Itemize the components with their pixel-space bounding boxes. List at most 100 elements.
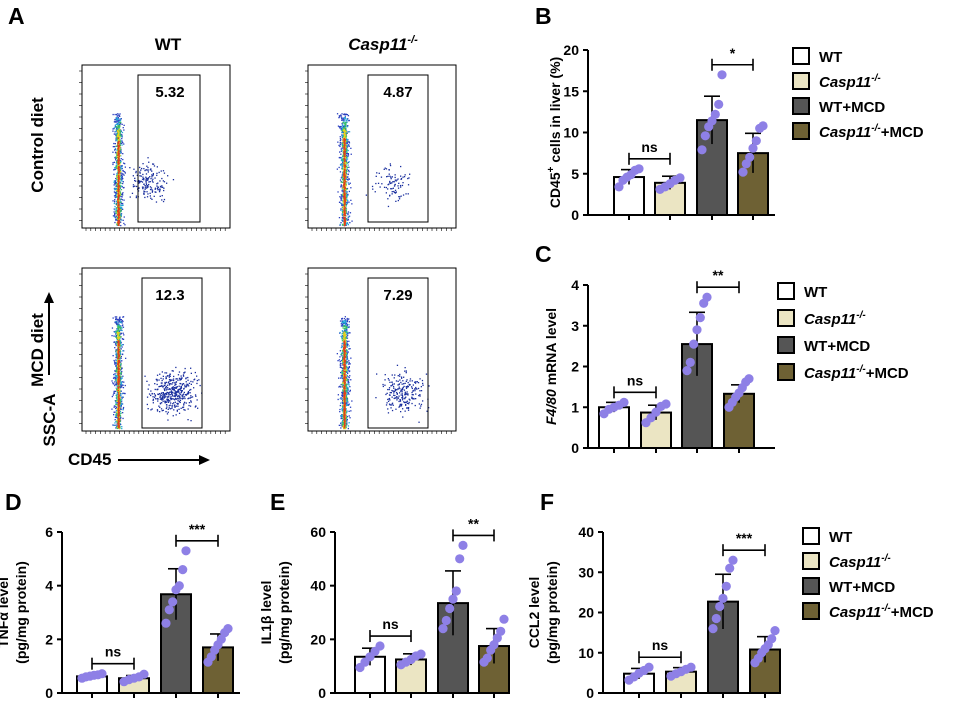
flow-event-dot — [190, 388, 192, 391]
flow-event-dot — [115, 166, 117, 168]
flow-event-dot — [117, 150, 119, 152]
flow-event-dot — [112, 377, 115, 379]
flow-event-dot — [397, 380, 399, 382]
flow-event-dot — [346, 153, 349, 155]
flow-event-dot — [114, 362, 116, 364]
flow-event-dot — [118, 321, 120, 323]
flow-event-dot — [117, 183, 119, 185]
flow-event-dot — [396, 393, 398, 395]
flow-event-dot — [143, 190, 145, 192]
flow-event-dot — [375, 175, 377, 177]
flow-event-dot — [402, 397, 404, 400]
flow-event-dot — [117, 160, 119, 162]
flow-event-dot — [152, 174, 154, 176]
flow-event-dot — [142, 173, 144, 176]
flow-event-dot — [392, 385, 395, 388]
flow-event-dot — [186, 393, 189, 395]
flow-event-dot — [342, 220, 344, 222]
flow-event-dot — [180, 383, 182, 385]
flow-event-dot — [116, 325, 118, 327]
flow-event-dot — [167, 401, 170, 403]
flow-event-dot — [392, 390, 394, 392]
flow-event-dot — [118, 127, 121, 129]
flow-event-dot — [411, 386, 413, 388]
flow-event-dot — [184, 384, 186, 386]
flow-event-dot — [167, 175, 169, 177]
flow-event-dot — [151, 180, 153, 182]
flow-event-dot — [116, 413, 118, 415]
flow-event-dot — [341, 402, 344, 404]
flow-event-dot — [156, 174, 158, 176]
flow-event-dot — [118, 326, 120, 328]
flow-event-dot — [399, 390, 402, 392]
flow-event-dot — [345, 144, 347, 146]
flow-event-dot — [176, 409, 178, 411]
flow-event-dot — [122, 181, 124, 183]
flow-event-dot — [120, 368, 122, 371]
flow-event-dot — [121, 393, 123, 395]
flow-event-dot — [118, 421, 120, 423]
flow-event-dot — [177, 403, 179, 405]
flow-event-dot — [119, 174, 121, 176]
flow-event-dot — [342, 137, 345, 139]
flow-event-dot — [341, 122, 343, 125]
flow-event-dot — [117, 200, 119, 203]
flow-event-dot — [147, 186, 149, 188]
flow-event-dot — [393, 185, 396, 187]
flow-event-dot — [120, 390, 122, 392]
flow-event-dot — [169, 391, 171, 393]
flow-event-dot — [162, 180, 164, 182]
flow-event-dot — [118, 201, 120, 204]
flow-event-dot — [117, 345, 119, 347]
flow-event-dot — [340, 365, 342, 367]
flow-event-dot — [401, 388, 403, 390]
flow-event-dot — [115, 193, 117, 195]
flow-event-dot — [420, 386, 422, 388]
flow-event-dot — [394, 390, 396, 393]
flow-plot-frame — [307, 267, 457, 432]
flow-event-dot — [117, 372, 119, 374]
flow-event-dot — [348, 376, 350, 379]
flow-event-dot — [120, 152, 122, 154]
flow-event-dot — [388, 173, 390, 175]
flow-event-dot — [343, 157, 345, 160]
flow-event-dot — [114, 422, 116, 424]
flow-event-dot — [116, 415, 118, 417]
flow-event-dot — [185, 381, 187, 383]
flow-event-dot — [392, 383, 394, 385]
flow-event-dot — [175, 387, 178, 389]
flow-event-dot — [119, 166, 122, 168]
flow-event-dot — [154, 395, 157, 397]
flow-event-dot — [414, 388, 416, 390]
flow-event-dot — [119, 378, 122, 380]
flow-event-dot — [120, 399, 122, 401]
flow-event-dot — [390, 176, 392, 178]
flow-event-dot — [120, 333, 122, 335]
flow-event-dot — [409, 378, 412, 380]
flow-event-dot — [401, 184, 404, 187]
flow-event-dot — [408, 177, 410, 179]
flow-event-dot — [116, 215, 118, 217]
flow-event-dot — [395, 389, 397, 391]
flow-event-dot — [391, 193, 393, 195]
flow-event-dot — [144, 196, 146, 199]
flow-event-dot — [345, 162, 347, 164]
flow-event-dot — [166, 398, 168, 400]
flow-event-dot — [414, 382, 417, 384]
flow-event-dot — [119, 161, 122, 164]
flow-event-dot — [184, 394, 187, 396]
flow-event-dot — [345, 148, 347, 150]
flow-event-dot — [120, 404, 122, 406]
flow-event-dot — [177, 391, 179, 393]
flow-event-dot — [339, 156, 341, 159]
flow-event-dot — [120, 178, 122, 180]
flow-event-dot — [371, 185, 374, 188]
flow-event-dot — [156, 380, 158, 382]
flow-event-dot — [160, 170, 162, 172]
flow-event-dot — [117, 360, 120, 363]
flow-event-dot — [119, 325, 121, 327]
flow-event-dot — [161, 382, 163, 384]
flow-event-dot — [340, 181, 342, 183]
flow-event-dot — [115, 212, 117, 214]
flow-event-dot — [348, 382, 350, 384]
